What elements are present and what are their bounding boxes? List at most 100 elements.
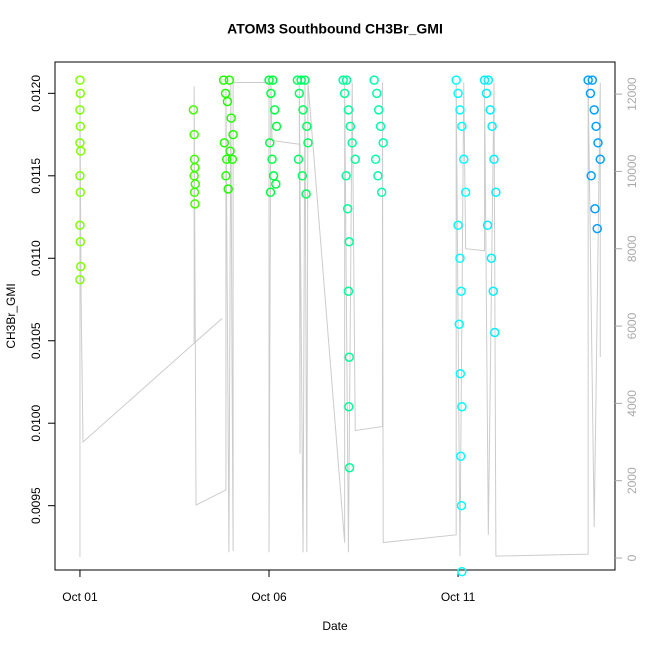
point	[344, 237, 354, 247]
point	[75, 274, 85, 285]
plot-box	[54, 61, 616, 571]
point	[481, 88, 492, 99]
y2-tick-label: 12000	[625, 77, 639, 111]
point	[341, 75, 352, 85]
point	[190, 179, 201, 189]
y-tick-label: 0.0105	[29, 322, 43, 359]
point	[589, 105, 599, 115]
y-tick-label: 0.0120	[29, 75, 43, 112]
point	[219, 138, 230, 148]
point	[455, 368, 466, 379]
point	[298, 105, 308, 115]
y2-tick-label: 6000	[625, 312, 639, 339]
point	[75, 105, 85, 115]
point	[482, 220, 493, 231]
point	[228, 129, 238, 140]
point	[75, 75, 85, 85]
point	[489, 154, 499, 165]
point	[300, 75, 310, 85]
point	[224, 75, 235, 85]
y2-tick-label: 0	[625, 554, 639, 561]
point	[343, 105, 354, 115]
point	[591, 121, 601, 132]
point	[344, 401, 354, 412]
point	[483, 75, 494, 85]
point	[456, 500, 467, 511]
point	[457, 121, 467, 132]
y2-tick-label: 4000	[625, 390, 639, 417]
point	[593, 138, 603, 148]
point	[370, 154, 381, 165]
point	[223, 184, 233, 194]
point	[75, 220, 85, 231]
point	[460, 187, 471, 198]
point	[189, 129, 199, 140]
point	[350, 154, 360, 165]
point	[297, 171, 308, 181]
point	[457, 401, 467, 412]
x-axis-label: Date	[322, 619, 348, 633]
point	[583, 75, 593, 85]
point	[225, 146, 235, 156]
point	[590, 204, 600, 214]
point	[347, 138, 357, 148]
point	[456, 286, 466, 297]
point	[378, 138, 388, 148]
point	[373, 105, 384, 115]
point	[486, 253, 497, 264]
y-tick-label: 0.0095	[29, 487, 43, 524]
point	[75, 187, 86, 198]
point	[592, 223, 602, 234]
point	[485, 105, 495, 115]
point	[585, 88, 596, 99]
point	[268, 171, 279, 181]
point	[453, 220, 463, 231]
y2-tick-label: 2000	[625, 467, 639, 494]
point	[344, 462, 355, 473]
point	[75, 171, 85, 181]
y2-tick-label: 10000	[625, 154, 639, 188]
point	[267, 154, 277, 165]
y2-tick-label: 8000	[625, 235, 639, 262]
y-tick-label: 0.0100	[29, 405, 43, 442]
point	[451, 75, 461, 85]
point	[264, 75, 274, 85]
point	[303, 138, 313, 148]
point	[268, 75, 278, 85]
point	[457, 566, 467, 577]
point	[188, 105, 199, 115]
point	[376, 187, 387, 198]
point	[586, 171, 596, 181]
point	[345, 121, 356, 132]
point	[190, 199, 200, 209]
point	[271, 121, 282, 132]
y-tick-label: 0.0115	[29, 158, 43, 194]
point	[296, 75, 306, 85]
point	[221, 171, 231, 181]
point	[75, 146, 86, 156]
x-tick-label: Oct 11	[441, 590, 476, 604]
x-tick-label: Oct 01	[62, 590, 98, 604]
y-axis-label: CH3Br_GMI	[4, 283, 18, 348]
point	[265, 187, 276, 198]
point	[342, 204, 353, 214]
point	[75, 121, 86, 132]
point	[338, 75, 348, 85]
chart-title: ATOM3 Southbound CH3Br_GMI	[227, 21, 443, 37]
point	[301, 189, 311, 199]
point	[372, 88, 382, 99]
point	[269, 105, 280, 115]
point	[218, 75, 229, 85]
point	[339, 88, 350, 99]
point	[293, 154, 304, 165]
point	[343, 286, 354, 297]
point	[227, 154, 238, 165]
point	[226, 113, 236, 123]
point	[75, 261, 86, 272]
point	[222, 96, 233, 107]
point	[189, 187, 200, 198]
point	[344, 352, 354, 362]
point	[488, 286, 498, 297]
point	[454, 319, 464, 329]
